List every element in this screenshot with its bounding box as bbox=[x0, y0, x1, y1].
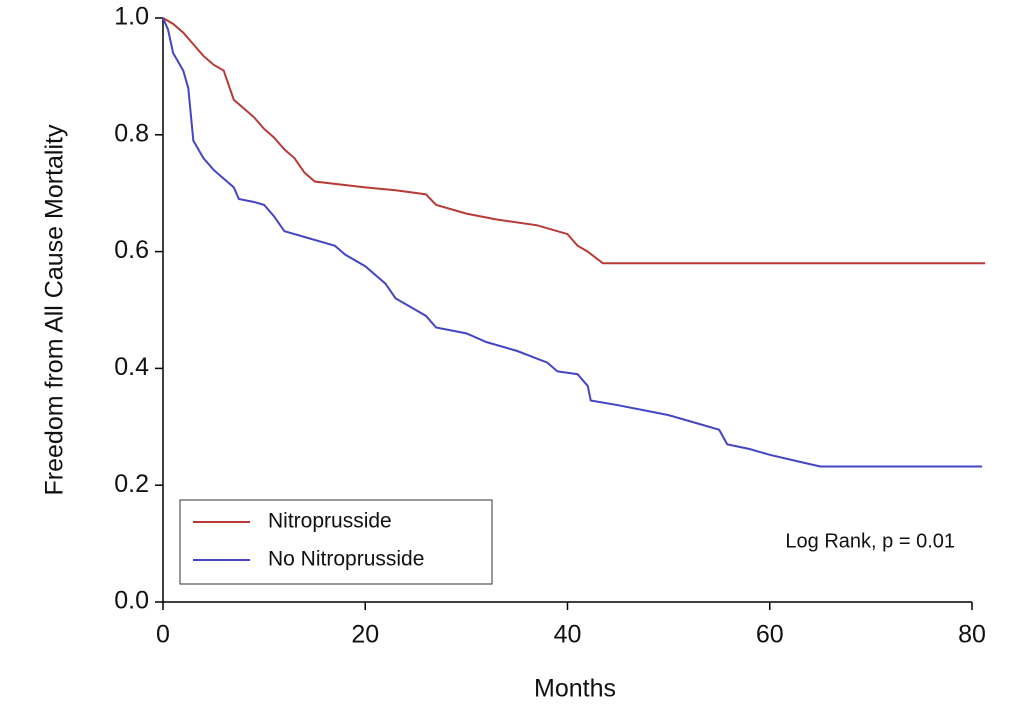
y-tick-label: 0.4 bbox=[114, 353, 149, 381]
annotation: Log Rank, p = 0.01 bbox=[785, 530, 955, 552]
km-curve bbox=[162, 17, 986, 265]
y-tick-label: 0.2 bbox=[114, 470, 149, 498]
x-tick-label: 40 bbox=[554, 621, 582, 649]
legend-label: Nitroprusside bbox=[268, 510, 392, 533]
y-tick-label: 0.6 bbox=[114, 236, 149, 264]
x-tick-label: 0 bbox=[156, 621, 170, 649]
y-tick-label: 0.8 bbox=[114, 119, 149, 147]
y-tick-label: 0.0 bbox=[114, 587, 149, 615]
x-tick-label: 80 bbox=[958, 621, 986, 649]
km-curve bbox=[162, 17, 983, 468]
x-tick-label: 60 bbox=[756, 621, 784, 649]
y-axis-label: Freedom from All Cause Mortality bbox=[41, 124, 69, 495]
x-tick-label: 20 bbox=[351, 621, 379, 649]
y-tick-label: 1.0 bbox=[114, 3, 149, 31]
x-axis-label: Months bbox=[534, 675, 616, 703]
legend-label: No Nitroprusside bbox=[268, 548, 424, 571]
legend-box bbox=[179, 499, 493, 585]
